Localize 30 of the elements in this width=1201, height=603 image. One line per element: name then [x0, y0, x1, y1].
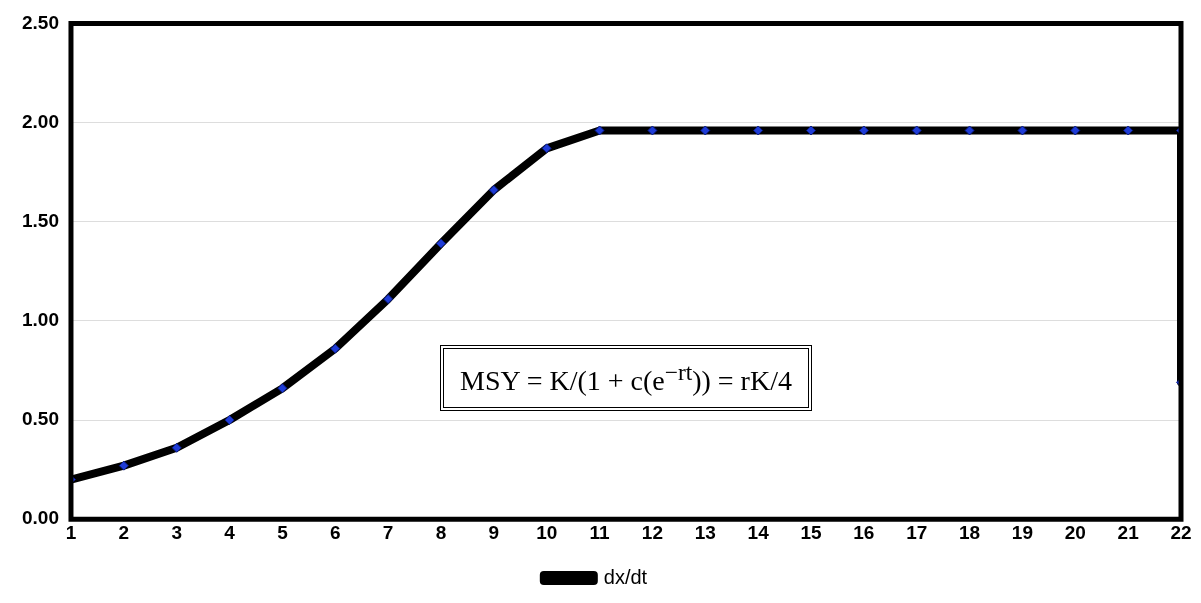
x-tick-label: 17	[906, 521, 928, 543]
annotation: MSY = K/(1 + c(e$^{−rt}$)) = rK/4	[440, 345, 812, 412]
x-tick-label: 16	[853, 521, 875, 543]
x-tick-label: 19	[1011, 521, 1033, 543]
x-tick-label: 22	[1170, 521, 1192, 543]
x-tick-label: 3	[171, 521, 182, 543]
y-tick-label: 1.00	[22, 309, 59, 331]
x-tick-label: 11	[589, 521, 611, 543]
y-tick-label: 1.50	[22, 209, 59, 231]
x-tick-label: 14	[747, 521, 770, 543]
x-tick-label: 6	[329, 521, 341, 543]
x-tick-label: 10	[536, 521, 558, 543]
x-tick-label: 9	[488, 521, 500, 543]
x-tick-label: 15	[800, 521, 822, 543]
x-tick-label: 1	[65, 521, 77, 543]
x-tick-label: 2	[118, 521, 130, 543]
y-tick-label: 2.00	[22, 110, 59, 132]
x-tick-label: 12	[641, 521, 663, 543]
x-tick-label: 8	[435, 521, 447, 543]
x-tick-label: 20	[1064, 521, 1086, 543]
y-tick-label: 2.50	[22, 11, 59, 33]
x-tick-label: 5	[277, 521, 289, 543]
y-tick-label: 0.50	[22, 408, 59, 430]
x-tick-label: 13	[694, 521, 716, 543]
x-tick-label: 18	[959, 521, 981, 543]
x-tick-label: 21	[1117, 521, 1140, 543]
x-tick-label: 7	[382, 521, 394, 543]
legend-label: dx/dt	[603, 565, 648, 588]
x-tick-label: 4	[224, 521, 236, 543]
y-tick-label: 0.00	[22, 507, 59, 529]
